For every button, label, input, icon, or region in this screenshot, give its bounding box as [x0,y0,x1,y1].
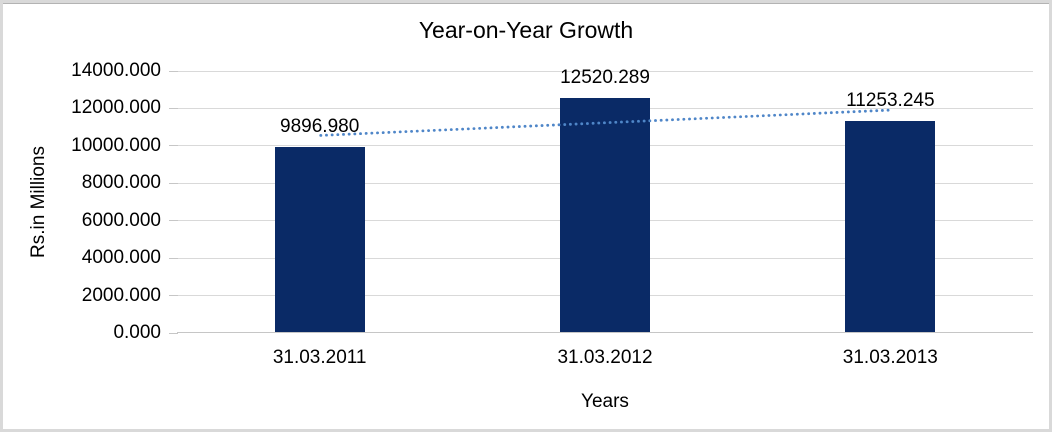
y-axis-tick [169,295,178,297]
x-axis-title: Years [581,391,629,412]
y-axis-tick-label: 0.000 [113,322,161,343]
y-axis-tick [169,332,178,334]
y-axis-tick [169,220,178,222]
bar [274,146,365,332]
y-axis-tick-label: 6000.000 [81,209,161,231]
bar-data-label: 9896.980 [280,115,360,137]
y-axis-tick-label: 2000.000 [81,284,161,306]
y-axis-tick [169,145,178,147]
y-axis-tick-label: 14000.000 [71,60,161,81]
y-axis-tick [169,182,178,184]
y-axis-tick-label: 12000.000 [71,97,161,119]
bar [560,97,650,332]
x-axis-tick-label: 31.03.2012 [557,347,653,368]
y-axis-title: Rs.in Millions [28,146,49,258]
bar-data-label: 11253.245 [846,90,935,112]
x-axis-tick-label: 31.03.2011 [272,347,367,368]
bar [845,121,936,332]
x-axis-tick-label: 31.03.2013 [842,347,938,368]
y-axis-tick-label: 10000.000 [71,134,161,156]
y-axis-tick [169,107,178,109]
gridline [177,70,1033,72]
y-axis-tick-label: 4000.000 [81,247,161,269]
trendline-path [319,108,891,137]
trendline [319,108,891,137]
y-axis-tick [169,257,178,259]
bar-data-label: 12520.289 [560,66,650,88]
chart-title: Year-on-Year Growth [418,17,634,43]
y-axis-tick [169,70,178,72]
plot-area: 9896.980 12520.289 11253.245 [177,67,1033,333]
y-axis-tick-label: 8000.000 [81,172,161,194]
